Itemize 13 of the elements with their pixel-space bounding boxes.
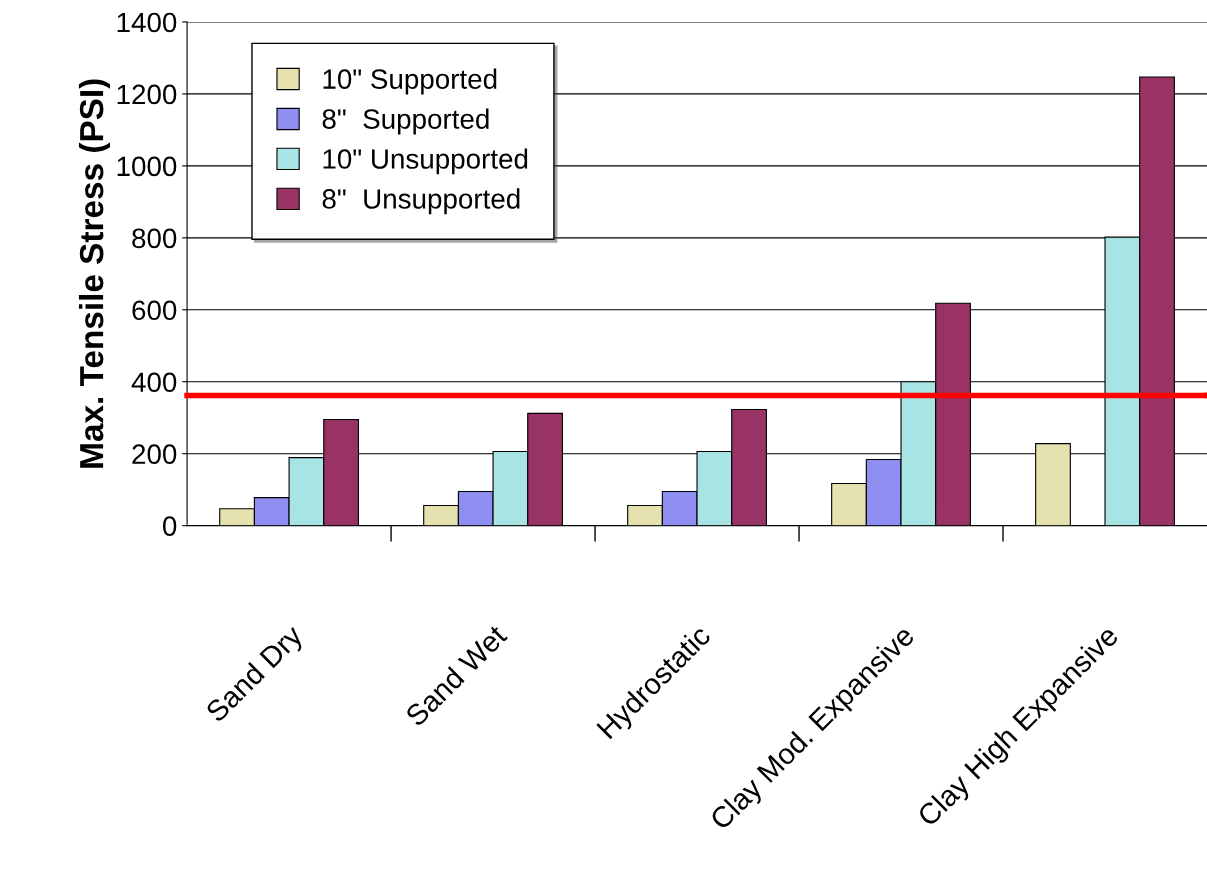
y-tick-label: 1400 — [117, 12, 177, 33]
y-tick-label: 1000 — [117, 156, 177, 177]
y-tick-label: 600 — [132, 300, 177, 321]
y-axis-title: Max. Tensile Stress (PSI) — [78, 79, 111, 468]
legend-label: 10" Supported — [323, 68, 497, 95]
y-tick-label: 400 — [131, 372, 177, 393]
legend-label: 8" Supported — [322, 108, 489, 135]
legend-label: 8" Unsupported — [322, 188, 520, 215]
y-tick-label: 0 — [163, 516, 177, 536]
y-tick-label: 1200 — [117, 84, 177, 105]
legend-label: 10" Unsupported — [323, 148, 528, 175]
y-tick-label: 200 — [132, 444, 177, 465]
y-tick-label: 800 — [132, 228, 177, 249]
